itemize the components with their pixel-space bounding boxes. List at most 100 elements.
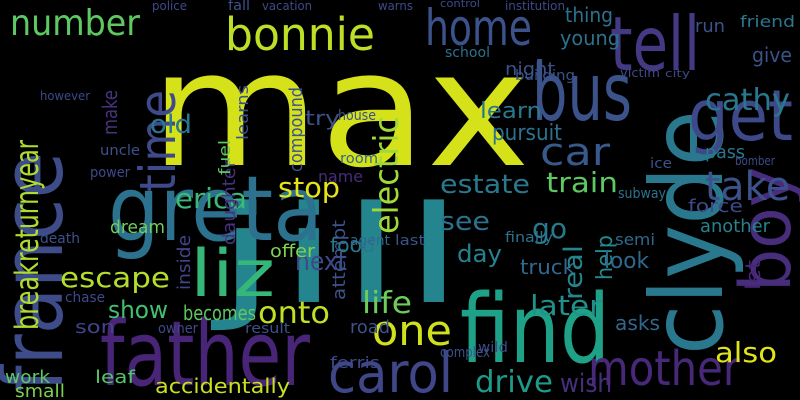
word: wild bbox=[478, 340, 508, 356]
word: room bbox=[340, 151, 378, 167]
word: control bbox=[440, 0, 480, 10]
word: ice bbox=[650, 156, 672, 172]
word: subway bbox=[618, 186, 666, 202]
word: real bbox=[559, 245, 589, 300]
word: escape bbox=[60, 261, 170, 294]
word: son bbox=[75, 317, 115, 338]
word: accidentally bbox=[155, 374, 290, 398]
word: truck bbox=[520, 255, 575, 279]
word: break bbox=[8, 262, 46, 330]
word: erica bbox=[175, 182, 247, 215]
word: vacation bbox=[262, 0, 312, 13]
word: day bbox=[457, 240, 502, 268]
word: food bbox=[330, 233, 375, 257]
word: later bbox=[530, 289, 603, 322]
word: boy bbox=[725, 167, 800, 292]
word: however bbox=[40, 89, 90, 103]
word: carol bbox=[328, 341, 453, 400]
word: stop bbox=[278, 171, 340, 204]
word: warns bbox=[378, 0, 413, 13]
word: drive bbox=[475, 365, 553, 400]
word: friend bbox=[740, 12, 795, 31]
word: offer bbox=[270, 241, 316, 262]
word: see bbox=[440, 207, 490, 237]
word: bus bbox=[532, 46, 632, 139]
word: mother bbox=[588, 341, 740, 397]
word: old bbox=[150, 110, 192, 140]
word: young bbox=[560, 26, 620, 50]
word: another bbox=[700, 216, 771, 237]
word: learn bbox=[480, 99, 542, 124]
word: go bbox=[532, 212, 567, 245]
word: one bbox=[372, 306, 452, 355]
word: give bbox=[752, 43, 792, 67]
word: father bbox=[100, 302, 310, 400]
word: greta bbox=[108, 157, 323, 262]
word: return bbox=[8, 190, 46, 262]
word: tell bbox=[610, 0, 700, 88]
word: city bbox=[665, 67, 691, 80]
word: next bbox=[295, 247, 347, 277]
word: work bbox=[5, 367, 51, 388]
word: road bbox=[350, 317, 390, 338]
word: find bbox=[460, 275, 610, 385]
word: look bbox=[604, 249, 649, 274]
word: number bbox=[10, 3, 140, 44]
word: year bbox=[8, 139, 46, 190]
word: result bbox=[245, 321, 291, 337]
word: home bbox=[425, 0, 532, 57]
word: show bbox=[108, 296, 168, 324]
word: school bbox=[445, 45, 490, 61]
word: liz bbox=[190, 237, 275, 312]
word: building bbox=[515, 68, 575, 84]
word: owner bbox=[158, 321, 198, 337]
word: police bbox=[152, 0, 187, 13]
word: try bbox=[305, 106, 340, 130]
word: run bbox=[695, 16, 725, 37]
word: jill bbox=[210, 177, 465, 334]
word: agent bbox=[350, 233, 390, 249]
word: life bbox=[362, 286, 412, 321]
word: make bbox=[98, 90, 122, 135]
word: uncle bbox=[100, 143, 140, 159]
word: small bbox=[15, 381, 65, 400]
word: ferris bbox=[330, 353, 380, 372]
word: electric bbox=[367, 116, 407, 234]
word: daughter bbox=[219, 159, 240, 245]
word: take bbox=[705, 164, 790, 210]
word: last bbox=[395, 233, 426, 249]
word: bomber bbox=[735, 154, 775, 168]
word: onto bbox=[258, 296, 330, 331]
word: pass bbox=[705, 142, 745, 163]
word: help bbox=[593, 235, 618, 280]
word: car bbox=[540, 130, 610, 174]
word: thing bbox=[565, 3, 613, 27]
word: let bbox=[741, 260, 765, 290]
word: institution bbox=[505, 0, 565, 13]
word: train bbox=[546, 166, 618, 199]
word: night bbox=[505, 59, 555, 80]
word: becomes bbox=[183, 301, 256, 325]
word: dream bbox=[110, 217, 165, 238]
word: complex bbox=[440, 345, 490, 361]
word: house bbox=[338, 108, 376, 124]
word: france bbox=[0, 152, 83, 392]
word: time bbox=[129, 90, 187, 192]
word: force bbox=[688, 196, 743, 217]
word: max bbox=[150, 16, 530, 203]
word: clyde bbox=[629, 110, 746, 355]
word: pursuit bbox=[492, 121, 562, 146]
word: victim bbox=[620, 66, 660, 80]
word: inside bbox=[174, 235, 195, 290]
word: name bbox=[318, 167, 363, 186]
word: cathy bbox=[705, 83, 790, 118]
word: finally bbox=[505, 230, 553, 246]
word: attempt bbox=[329, 220, 350, 300]
word: power bbox=[90, 165, 130, 181]
word: bonnie bbox=[225, 8, 375, 61]
word: compound bbox=[286, 87, 307, 172]
word: chase bbox=[65, 290, 105, 306]
word: fuel bbox=[215, 140, 234, 175]
